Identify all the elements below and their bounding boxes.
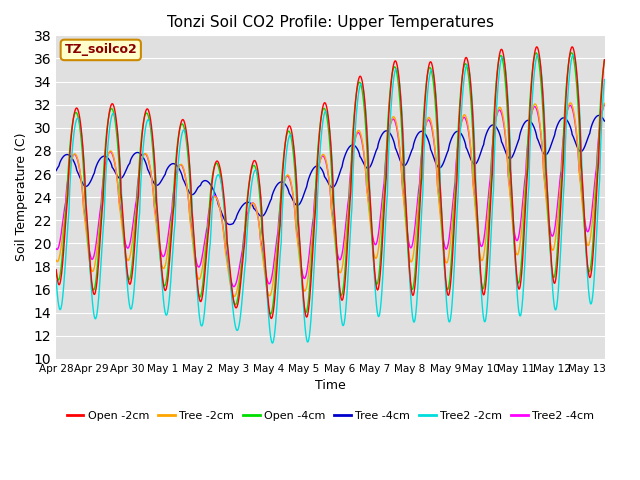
Title: Tonzi Soil CO2 Profile: Upper Temperatures: Tonzi Soil CO2 Profile: Upper Temperatur… (167, 15, 494, 30)
Legend: Open -2cm, Tree -2cm, Open -4cm, Tree -4cm, Tree2 -2cm, Tree2 -4cm: Open -2cm, Tree -2cm, Open -4cm, Tree -4… (62, 407, 598, 425)
Y-axis label: Soil Temperature (C): Soil Temperature (C) (15, 133, 28, 262)
Text: TZ_soilco2: TZ_soilco2 (65, 43, 137, 57)
X-axis label: Time: Time (315, 379, 346, 392)
